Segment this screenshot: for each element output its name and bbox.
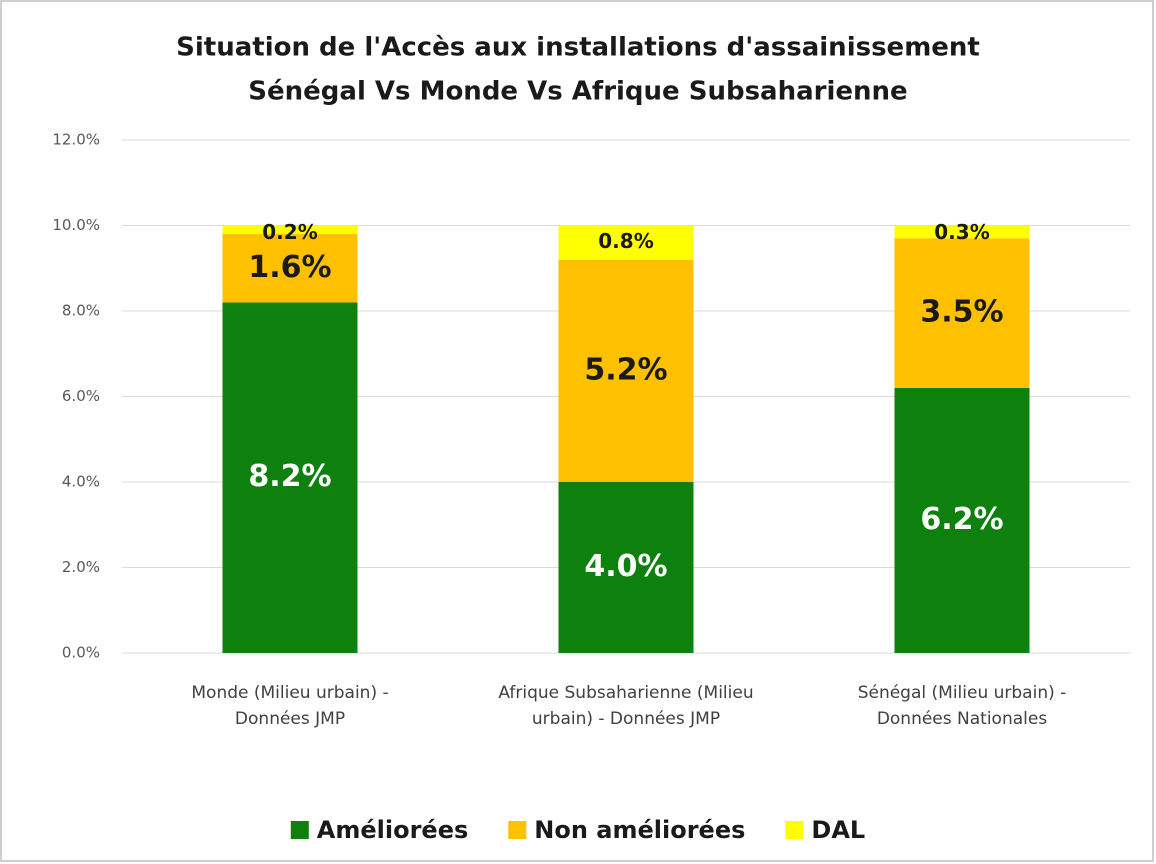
y-tick-label: 8.0% (62, 302, 100, 320)
x-tick-label: Monde (Milieu urbain) - Données JMP (191, 683, 389, 729)
y-tick-label: 12.0% (52, 131, 100, 149)
y-tick-label: 10.0% (52, 216, 100, 234)
y-tick-label: 0.0% (62, 644, 100, 662)
bar-segment (222, 225, 358, 235)
x-tick-label: Afrique Subsaharienne (Milieu urbain) - … (498, 683, 754, 729)
data-label: 6.2% (920, 502, 1003, 537)
chart-title: Sénégal Vs Monde Vs Afrique Subsaharienn… (248, 77, 907, 107)
data-label: 3.5% (920, 295, 1003, 330)
bar-segment (894, 387, 1030, 653)
legend-swatch (290, 821, 309, 839)
y-tick-label: 6.0% (62, 387, 100, 405)
bar-segment (558, 259, 694, 482)
legend-label: DAL (811, 816, 865, 844)
legend-label: Améliorées (317, 816, 468, 844)
bar-segment (894, 238, 1030, 388)
bar-segment (894, 225, 1030, 239)
data-label: 5.2% (584, 352, 667, 387)
legend-swatch (785, 821, 804, 839)
x-tick-label: Sénégal (Milieu urbain) - Données Nation… (857, 683, 1067, 729)
legend-swatch (508, 821, 527, 839)
bar-segment (222, 234, 358, 303)
data-label: 1.6% (248, 250, 331, 285)
data-label: 4.0% (584, 549, 667, 584)
data-label: 8.2% (248, 459, 331, 494)
data-label: 0.3% (934, 220, 989, 244)
y-tick-label: 4.0% (62, 473, 100, 491)
bar-segment (558, 482, 694, 653)
y-tick-label: 2.0% (62, 558, 100, 576)
bar-segment (558, 225, 694, 260)
chart-title: Situation de l'Accès aux installations d… (176, 33, 980, 63)
data-label: 0.8% (598, 229, 653, 253)
data-label: 0.2% (262, 220, 317, 244)
legend-label: Non améliorées (534, 816, 745, 844)
bar-segment (222, 302, 358, 653)
